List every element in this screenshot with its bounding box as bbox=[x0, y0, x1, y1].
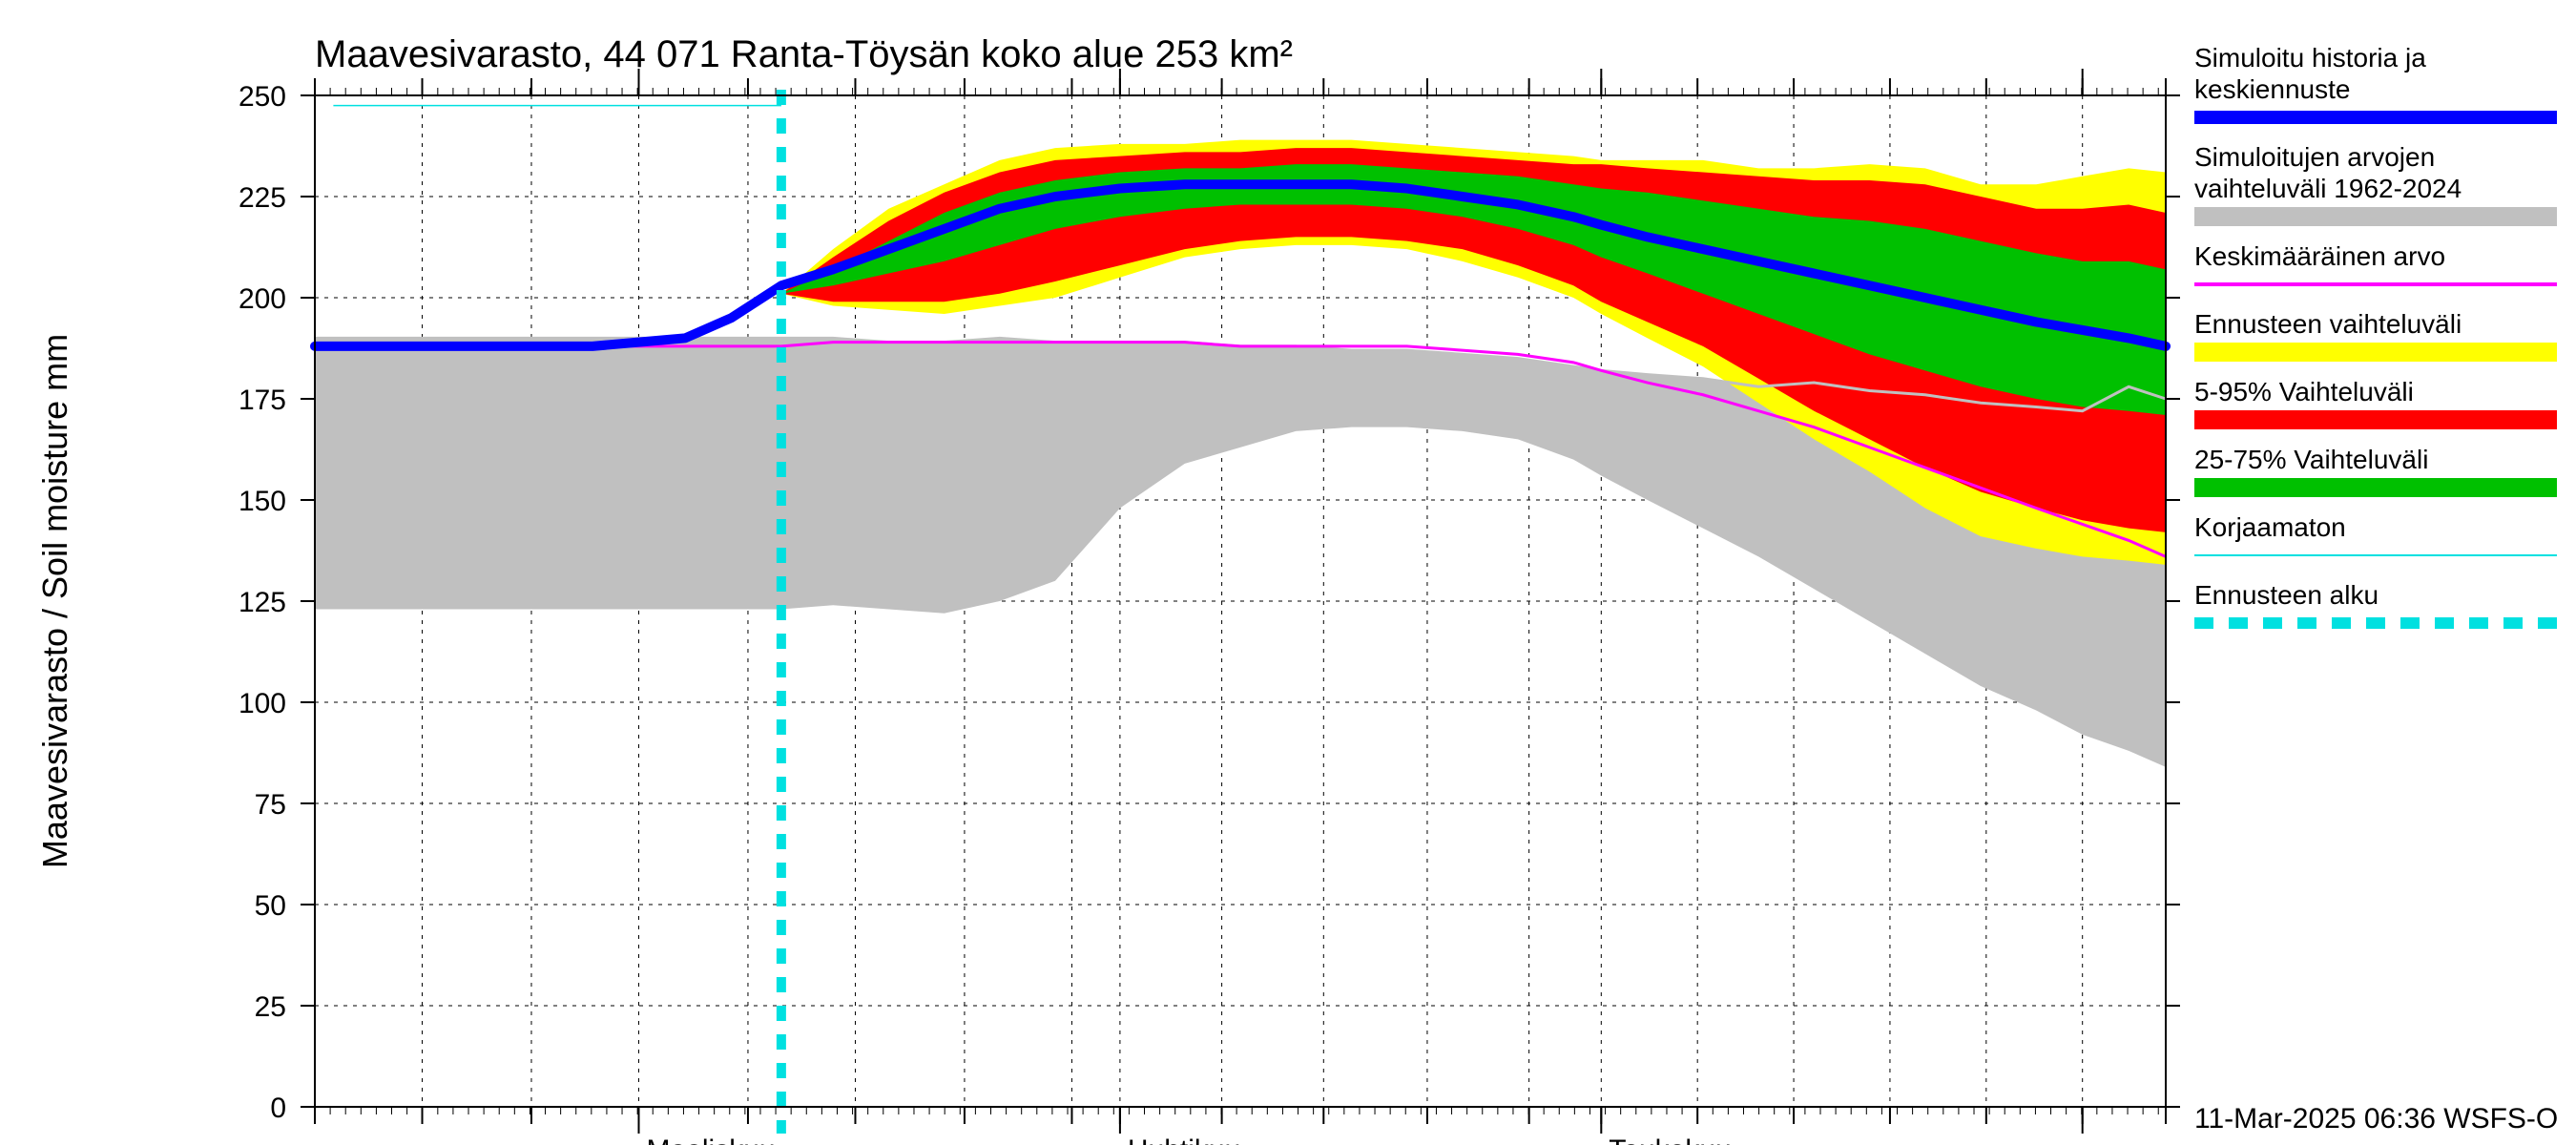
legend-label: 25-75% Vaihteluväli bbox=[2194, 445, 2428, 474]
y-tick-label: 75 bbox=[255, 789, 286, 821]
y-tick-label: 225 bbox=[239, 182, 286, 214]
y-axis-label: Maavesivarasto / Soil moisture mm bbox=[35, 334, 74, 868]
legend-swatch bbox=[2194, 410, 2557, 429]
y-tick-label: 100 bbox=[239, 688, 286, 719]
y-tick-label: 25 bbox=[255, 991, 286, 1023]
y-tick-label: 125 bbox=[239, 587, 286, 618]
chart-container: Maavesivarasto, 44 071 Ranta-Töysän koko… bbox=[0, 0, 2576, 1145]
legend-swatch bbox=[2194, 343, 2557, 362]
legend-label: Ennusteen alku bbox=[2194, 580, 2379, 610]
x-month-label: Maaliskuu bbox=[647, 1135, 776, 1145]
y-tick-label: 250 bbox=[239, 81, 286, 113]
legend-label: 5-95% Vaihteluväli bbox=[2194, 377, 2414, 406]
legend-label: Simuloitujen arvojen bbox=[2194, 142, 2435, 172]
legend-swatch bbox=[2194, 478, 2557, 497]
y-tick-label: 175 bbox=[239, 385, 286, 416]
y-tick-label: 150 bbox=[239, 486, 286, 517]
legend-label: Korjaamaton bbox=[2194, 512, 2346, 542]
legend-label: Keskimääräinen arvo bbox=[2194, 241, 2445, 271]
x-month-label: Huhtikuu bbox=[1128, 1135, 1240, 1145]
chart-svg: Maavesivarasto, 44 071 Ranta-Töysän koko… bbox=[0, 0, 2576, 1145]
legend-label: Simuloitu historia ja bbox=[2194, 43, 2426, 73]
y-tick-label: 200 bbox=[239, 283, 286, 315]
legend-label: vaihteluväli 1962-2024 bbox=[2194, 174, 2462, 203]
legend-swatch bbox=[2194, 207, 2557, 226]
y-tick-label: 0 bbox=[270, 1093, 286, 1124]
legend-label: keskiennuste bbox=[2194, 74, 2350, 104]
legend-label: Ennusteen vaihteluväli bbox=[2194, 309, 2462, 339]
x-month-label: Toukokuu bbox=[1609, 1135, 1731, 1145]
chart-title: Maavesivarasto, 44 071 Ranta-Töysän koko… bbox=[315, 33, 1293, 75]
footer-timestamp: 11-Mar-2025 06:36 WSFS-O bbox=[2194, 1103, 2558, 1135]
y-tick-label: 50 bbox=[255, 890, 286, 922]
